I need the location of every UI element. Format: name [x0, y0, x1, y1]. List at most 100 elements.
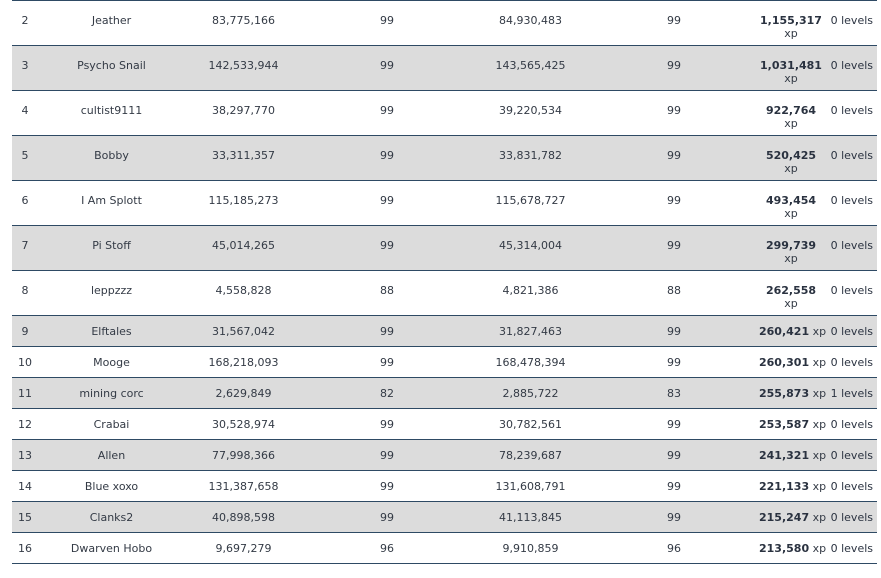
table-row[interactable]: 13 Allen 77,998,366 99 78,239,687 99 241… [12, 439, 877, 471]
end-xp-cell: 143,565,425 [495, 59, 566, 72]
player-name-cell[interactable]: Pi Stoff [92, 239, 131, 252]
table-row[interactable]: 9 Elftales 31,567,042 99 31,827,463 99 2… [12, 315, 877, 347]
table-row[interactable]: 6 I Am Splott 115,185,273 99 115,678,727… [12, 180, 877, 226]
xp-gained-value: 221,133 [759, 479, 810, 493]
rank-cell: 13 [18, 448, 32, 462]
xp-gained-value: 922,764 [765, 104, 817, 117]
xp-gained-value: 255,873 [759, 386, 810, 400]
player-name-cell[interactable]: mining corc [79, 386, 144, 400]
xp-gained-cell: 493,454 xp [759, 181, 827, 226]
levels-gained-cell: 0 levels [830, 355, 873, 369]
end-level-cell: 99 [667, 194, 681, 207]
player-name-cell[interactable]: Psycho Snail [77, 59, 146, 72]
player-name-cell[interactable]: cultist9111 [80, 104, 143, 117]
xp-gained-value: 260,421 [759, 324, 810, 338]
table-row[interactable]: 11 mining corc 2,629,849 82 2,885,722 83… [12, 377, 877, 409]
xp-gained-value: 493,454 [765, 194, 817, 207]
rank-cell: 12 [18, 417, 32, 431]
xp-unit: xp [812, 541, 827, 555]
rank-cell: 3 [21, 59, 29, 72]
xp-gained-cell: 520,425 xp [759, 136, 827, 181]
xp-gained-cell: 1,031,481 xp [759, 46, 827, 91]
xp-gained-stack: 1,031,481 xp [760, 59, 822, 85]
start-xp-cell: 30,528,974 [212, 417, 275, 431]
rank-cell: 15 [18, 510, 32, 524]
start-xp-cell: 45,014,265 [212, 239, 275, 252]
table-row[interactable]: 8 leppzzz 4,558,828 88 4,821,386 88 262,… [12, 270, 877, 316]
rank-cell: 10 [18, 355, 32, 369]
start-xp-cell: 33,311,357 [212, 149, 275, 162]
levels-gained-cell: 0 levels [830, 479, 873, 493]
xp-gained-value: 213,580 [759, 541, 810, 555]
xp-gained-cell: 241,321 xp [759, 440, 827, 471]
start-xp-cell: 115,185,273 [208, 194, 279, 207]
table-row[interactable]: 10 Mooge 168,218,093 99 168,478,394 99 2… [12, 346, 877, 378]
table-row[interactable]: 3 Psycho Snail 142,533,944 99 143,565,42… [12, 45, 877, 91]
xp-unit: xp [812, 386, 827, 400]
rank-cell: 5 [21, 149, 29, 162]
xp-unit: xp [812, 479, 827, 493]
start-xp-cell: 83,775,166 [212, 14, 275, 27]
xp-gained-value: 520,425 [765, 149, 817, 162]
table-row[interactable]: 5 Bobby 33,311,357 99 33,831,782 99 520,… [12, 135, 877, 181]
xp-gained-cell: 221,133 xp [759, 471, 827, 502]
start-xp-cell: 31,567,042 [212, 324, 275, 338]
start-level-cell: 82 [380, 386, 394, 400]
start-level-cell: 99 [380, 194, 394, 207]
xp-unit: xp [784, 297, 798, 310]
start-level-cell: 99 [380, 448, 394, 462]
levels-gained-cell: 0 levels [830, 448, 873, 462]
xp-gained-cell: 253,587 xp [759, 409, 827, 440]
player-name-cell[interactable]: Allen [97, 448, 126, 462]
end-level-cell: 99 [667, 104, 681, 117]
xp-gained-value: 215,247 [759, 510, 810, 524]
player-name-cell[interactable]: Blue xoxo [84, 479, 139, 493]
player-name-cell[interactable]: Crabai [93, 417, 130, 431]
end-level-cell: 99 [667, 149, 681, 162]
player-name-cell[interactable]: Clanks2 [89, 510, 134, 524]
player-name-cell[interactable]: Bobby [94, 149, 129, 162]
xp-unit: xp [784, 72, 798, 85]
table-row[interactable]: 15 Clanks2 40,898,598 99 41,113,845 99 2… [12, 501, 877, 533]
player-name-cell[interactable]: Dwarven Hobo [70, 541, 153, 555]
xp-gained-cell: 922,764 xp [759, 91, 827, 136]
end-xp-cell: 31,827,463 [499, 324, 562, 338]
table-row[interactable]: 2 Jeather 83,775,166 99 84,930,483 99 1,… [12, 0, 877, 46]
rank-cell: 11 [18, 386, 32, 400]
table-row[interactable]: 14 Blue xoxo 131,387,658 99 131,608,791 … [12, 470, 877, 502]
start-level-cell: 88 [380, 284, 394, 297]
rank-cell: 2 [21, 14, 29, 27]
start-xp-cell: 142,533,944 [208, 59, 279, 72]
start-level-cell: 99 [380, 14, 394, 27]
player-name-cell[interactable]: Mooge [93, 355, 130, 369]
xp-gained-value: 262,558 [765, 284, 817, 297]
xp-gained-cell: 299,739 xp [759, 226, 827, 271]
xp-gained-cell: 260,301 xp [759, 347, 827, 378]
levels-gained-cell: 0 levels [830, 324, 873, 338]
rank-cell: 8 [21, 284, 29, 297]
start-xp-cell: 38,297,770 [212, 104, 275, 117]
table-row[interactable]: 7 Pi Stoff 45,014,265 99 45,314,004 99 2… [12, 225, 877, 271]
end-level-cell: 99 [667, 510, 681, 524]
end-xp-cell: 45,314,004 [499, 239, 562, 252]
start-level-cell: 99 [380, 59, 394, 72]
table-row[interactable]: 12 Crabai 30,528,974 99 30,782,561 99 25… [12, 408, 877, 440]
table-row[interactable]: 4 cultist9111 38,297,770 99 39,220,534 9… [12, 90, 877, 136]
player-name-cell[interactable]: Jeather [91, 14, 132, 27]
rank-cell: 14 [18, 479, 32, 493]
player-name-cell[interactable]: I Am Splott [81, 194, 142, 207]
levels-gained-cell: 0 levels [830, 59, 873, 72]
table-row[interactable]: 16 Dwarven Hobo 9,697,279 96 9,910,859 9… [12, 532, 877, 564]
xp-unit: xp [812, 417, 827, 431]
xp-gained-value: 253,587 [759, 417, 810, 431]
leaderboard-table: 2 Jeather 83,775,166 99 84,930,483 99 1,… [12, 0, 877, 564]
levels-gained-cell: 0 levels [830, 239, 873, 252]
player-name-cell[interactable]: Elftales [91, 324, 132, 338]
xp-gained-stack: 262,558 xp [766, 284, 816, 310]
player-name-cell[interactable]: leppzzz [90, 284, 133, 297]
rank-cell: 16 [18, 541, 32, 555]
end-xp-cell: 168,478,394 [495, 355, 566, 369]
xp-gained-cell: 260,421 xp [759, 316, 827, 347]
levels-gained-cell: 0 levels [830, 284, 873, 297]
